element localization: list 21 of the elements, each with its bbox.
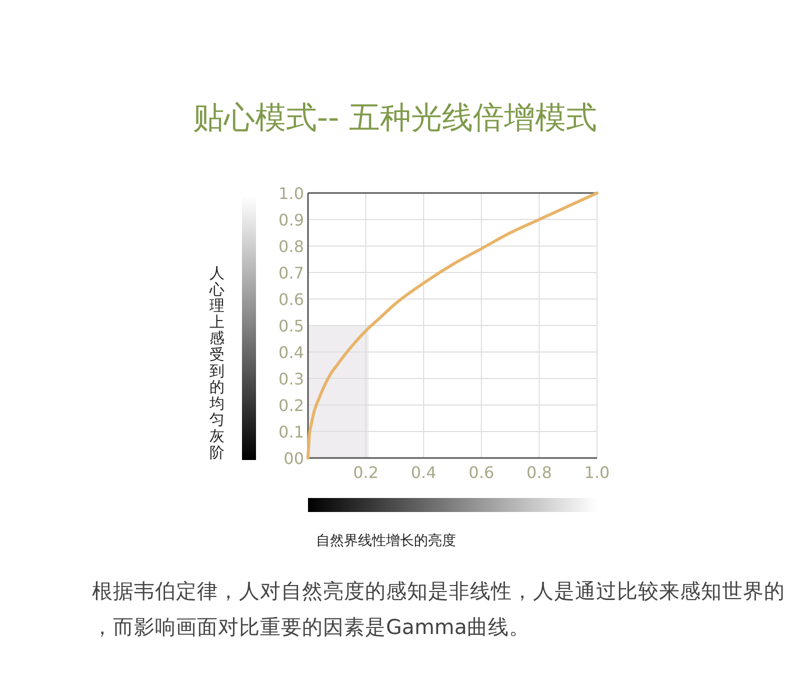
text: 人心理上感受到的均匀灰阶 bbox=[210, 264, 224, 462]
x-tick-label: 0.6 bbox=[468, 463, 494, 482]
text: 根据韦伯定律，人对自然亮度的感知是非线性，人是通过比较来感知世界的，而影响画面对比重要的因素是Gamma曲线。 bbox=[92, 579, 785, 639]
line-series bbox=[306, 192, 598, 460]
y-tick-label: 0.7 bbox=[278, 264, 304, 282]
x-tick-label: 1.0 bbox=[584, 463, 610, 482]
chart-title: 贴心模式-- 五种光线倍增模式 bbox=[192, 100, 598, 136]
x-tick-label: 0.2 bbox=[353, 463, 379, 482]
y-tick-label: 0.4 bbox=[278, 343, 304, 362]
y-tick-label: 0.3 bbox=[278, 370, 304, 388]
y-tick-label: 00 bbox=[284, 449, 304, 468]
x-axis-title: 自然界线性增长的亮度 bbox=[316, 533, 456, 549]
y-tick-label: 0.2 bbox=[278, 396, 304, 415]
y-tick-label: 0.6 bbox=[278, 290, 304, 309]
x-tick-label: 0.4 bbox=[410, 463, 436, 482]
x-tick-label: 0.8 bbox=[526, 463, 552, 482]
y-tick-label: 1.0 bbox=[278, 184, 304, 203]
y-tick-label: 0.9 bbox=[278, 210, 304, 230]
y-tick-label: 0.1 bbox=[278, 422, 304, 442]
y-tick-label: 0.5 bbox=[278, 316, 304, 336]
y-tick-label: 0.8 bbox=[278, 237, 304, 256]
